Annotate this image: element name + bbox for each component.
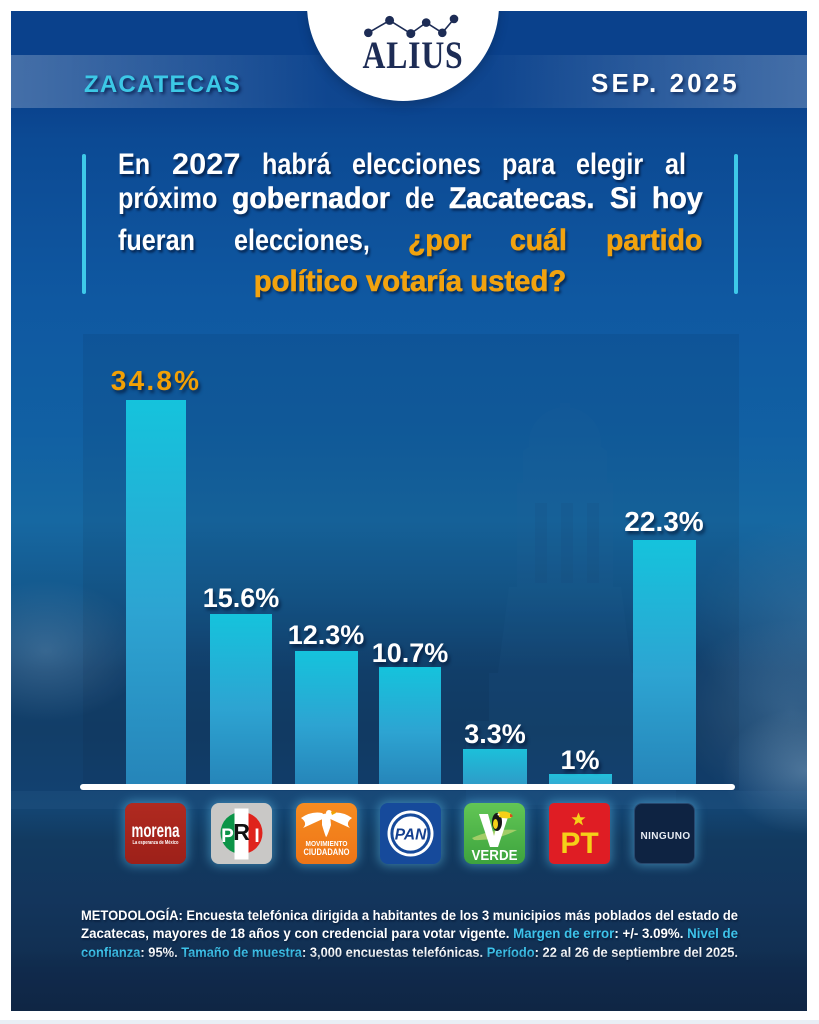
svg-text:NINGUNO: NINGUNO	[640, 831, 690, 842]
svg-text:I: I	[254, 826, 259, 847]
svg-text:CIUDADANO: CIUDADANO	[304, 847, 350, 857]
svg-text:PT: PT	[560, 827, 598, 860]
svg-text:morena: morena	[132, 821, 180, 842]
svg-text:PAN: PAN	[395, 827, 427, 844]
svg-text:VERDE: VERDE	[472, 847, 518, 864]
svg-text:P: P	[221, 826, 234, 847]
svg-text:R: R	[233, 819, 250, 845]
svg-text:La esperanza de México: La esperanza de México	[133, 840, 179, 846]
svg-text:MOVIMIENTO: MOVIMIENTO	[306, 839, 348, 848]
svg-text:ALIUS: ALIUS	[363, 34, 464, 76]
